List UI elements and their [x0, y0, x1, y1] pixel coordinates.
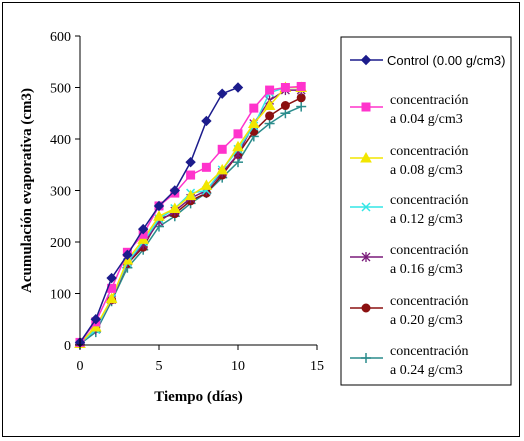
x-axis-label: Tiempo (días) [154, 389, 242, 405]
data-point [296, 81, 306, 91]
data-point [263, 99, 276, 111]
data-point [89, 320, 102, 332]
x-tick-label: 10 [231, 359, 245, 374]
data-point [137, 223, 149, 235]
plot-area [74, 81, 308, 349]
data-point [265, 111, 275, 121]
legend-label: concentración [390, 243, 469, 258]
data-point [168, 202, 181, 214]
legend-marker [361, 202, 371, 212]
data-point [247, 117, 260, 129]
data-point [233, 129, 243, 139]
series-line-2 [79, 86, 302, 344]
data-point [217, 144, 227, 154]
y-tick-label: 0 [64, 339, 71, 354]
data-point [296, 101, 307, 112]
x-tick-label: 15 [310, 359, 324, 374]
y-tick-label: 500 [50, 82, 71, 97]
data-point [201, 115, 212, 127]
data-point [184, 189, 197, 201]
y-tick-label: 100 [50, 288, 71, 303]
data-point [232, 140, 244, 152]
y-tick-label: 400 [50, 133, 71, 148]
legend-label: a 0.08 g/cm3 [390, 163, 463, 178]
data-point [216, 88, 228, 99]
y-tick-label: 600 [50, 30, 71, 45]
series-line-3 [79, 86, 302, 345]
data-point [200, 179, 213, 190]
legend-label: concentración [390, 144, 469, 159]
legend-label: concentración [390, 294, 469, 309]
legend: Control (0.00 g/cm3) concentración a 0.04 … [340, 36, 512, 386]
legend-label: a 0.24 g/cm3 [390, 363, 463, 378]
data-point [105, 292, 118, 304]
legend-marker [361, 102, 371, 112]
series-line-6 [79, 105, 302, 345]
data-point [186, 170, 196, 180]
data-point [232, 82, 244, 93]
y-tick-label: 200 [50, 236, 71, 251]
legend-marker [360, 54, 372, 66]
chart-frame: 0 100 200 300 400 500 600 0 5 10 15 Acumulación ev… [2, 2, 520, 437]
data-point [249, 103, 259, 113]
legend-label: Control (0.00 g/cm3) [387, 53, 506, 68]
legend-box [340, 36, 512, 386]
x-tick-label: 5 [156, 359, 163, 374]
data-point [280, 101, 290, 111]
legend-label: a 0.16 g/cm3 [390, 262, 463, 277]
legend-label: concentración [390, 193, 469, 208]
data-point [137, 233, 150, 244]
data-point [201, 162, 211, 172]
legend-marker [361, 353, 371, 363]
legend-marker [360, 151, 372, 163]
legend-label: a 0.12 g/cm3 [390, 212, 463, 227]
x-tick-label: 0 [77, 359, 84, 374]
y-axis-label: Acumulación evaporativa (cm3) [19, 88, 35, 293]
y-tick-label: 300 [50, 185, 71, 200]
legend-marker [361, 303, 371, 313]
legend-label: a 0.20 g/cm3 [390, 313, 463, 328]
data-point [153, 210, 165, 221]
legend-label: concentración [390, 93, 469, 108]
data-point [106, 272, 117, 284]
data-point [90, 314, 102, 325]
legend-marker [361, 252, 371, 262]
legend-label: concentración [390, 344, 469, 359]
legend-label: a 0.04 g/cm3 [390, 112, 463, 127]
data-point [216, 163, 229, 175]
data-point [280, 83, 290, 92]
series-line-4 [79, 89, 302, 345]
series-line-5 [79, 97, 302, 344]
data-point [153, 200, 165, 212]
data-point [185, 156, 196, 168]
line-chart: 0 100 200 300 400 500 600 0 5 10 15 Acumulación ev… [19, 30, 512, 405]
axes: 0 100 200 300 400 500 600 0 5 10 15 [50, 30, 324, 374]
data-point [169, 185, 181, 196]
data-point [265, 85, 275, 95]
data-point [122, 249, 133, 261]
